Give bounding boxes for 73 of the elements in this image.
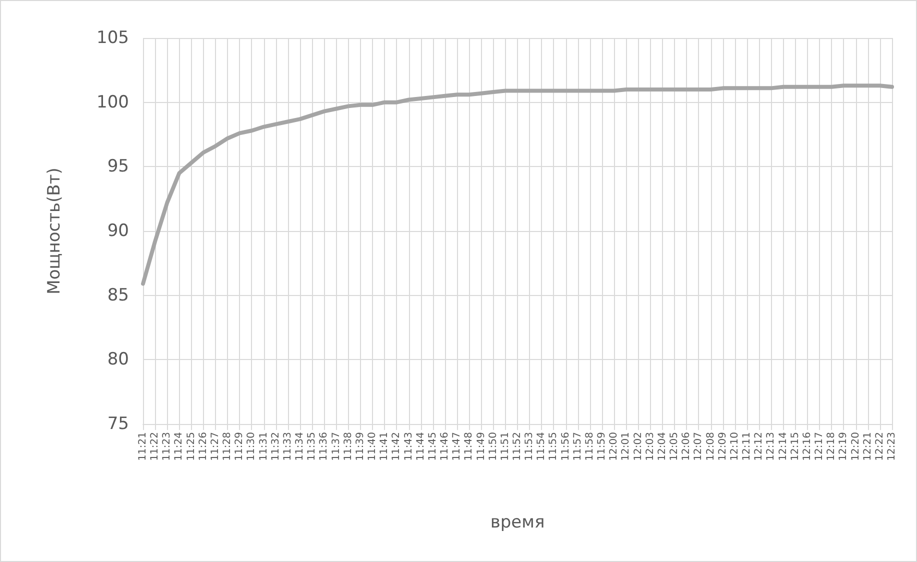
x-tick-label: 11:39 — [354, 432, 366, 461]
x-tick-label: 11:49 — [476, 432, 487, 461]
x-tick-label: 11:40 — [367, 432, 378, 461]
y-tick-label: 90 — [107, 221, 129, 241]
x-tick-label: 11:48 — [464, 432, 475, 461]
x-tick-label: 11:46 — [440, 432, 451, 461]
x-tick-label: 11:53 — [524, 432, 536, 461]
x-tick-label: 12:05 — [669, 432, 680, 461]
x-tick-label: 12:00 — [608, 432, 620, 461]
x-tick-label: 11:31 — [258, 432, 270, 461]
x-tick-label: 11:29 — [234, 432, 246, 461]
x-tick-label: 12:19 — [838, 432, 850, 461]
x-tick-label: 12:11 — [742, 432, 753, 461]
x-tick-label: 11:27 — [210, 432, 221, 461]
x-tick-label: 12:20 — [850, 432, 862, 461]
x-tick-label: 11:35 — [306, 432, 318, 461]
x-tick-label: 11:51 — [500, 432, 511, 461]
x-tick-label: 11:25 — [186, 432, 197, 461]
x-tick-label: 12:02 — [632, 432, 644, 461]
x-tick-label: 11:38 — [342, 432, 354, 461]
x-tick-label: 11:42 — [391, 432, 402, 461]
x-tick-label: 11:28 — [222, 432, 234, 461]
x-tick-label: 11:50 — [488, 432, 499, 461]
x-tick-label: 11:56 — [560, 432, 572, 461]
x-tick-label: 11:57 — [572, 432, 584, 461]
y-tick-label: 80 — [107, 350, 129, 370]
x-tick-label: 11:24 — [174, 432, 185, 461]
x-tick-label: 12:22 — [874, 432, 886, 461]
x-tick-label: 11:32 — [270, 432, 282, 461]
x-tick-label: 11:26 — [198, 432, 209, 461]
x-tick-label: 11:41 — [379, 432, 390, 461]
x-tick-label: 11:54 — [536, 432, 548, 461]
y-tick-label: 100 — [96, 92, 129, 112]
x-tick-label: 12:03 — [644, 432, 656, 461]
x-tick-label: 12:15 — [790, 432, 801, 461]
x-tick-label: 11:34 — [294, 432, 306, 461]
x-tick-label: 11:37 — [330, 432, 342, 461]
x-tick-label: 11:23 — [162, 432, 173, 461]
x-tick-label: 12:23 — [886, 432, 898, 461]
x-tick-label: 11:22 — [150, 432, 161, 461]
x-tick-label: 12:17 — [814, 432, 826, 461]
x-tick-label: 11:55 — [548, 432, 560, 461]
y-tick-label: 85 — [107, 285, 129, 306]
x-tick-label: 12:12 — [754, 432, 765, 461]
x-tick-label: 11:44 — [415, 432, 426, 461]
x-tick-label: 11:43 — [403, 432, 414, 461]
x-tick-label: 12:09 — [717, 432, 728, 461]
x-tick-label: 12:08 — [705, 432, 716, 461]
x-tick-label: 11:21 — [138, 432, 148, 461]
x-tick-label: 12:13 — [766, 432, 777, 461]
x-tick-label: 12:06 — [681, 432, 692, 461]
y-tick-label: 75 — [107, 414, 129, 434]
x-tick-label: 11:30 — [246, 432, 258, 461]
x-tick-label: 12:04 — [656, 432, 668, 461]
x-tick-label: 12:07 — [693, 432, 704, 461]
x-tick-label: 12:14 — [778, 432, 789, 461]
x-tick-label: 12:16 — [802, 432, 813, 461]
x-tick-label: 11:36 — [318, 432, 330, 461]
x-axis-title: время — [490, 512, 545, 532]
x-tick-label: 11:45 — [427, 432, 438, 461]
line-series — [141, 84, 894, 286]
y-tick-label: 105 — [96, 28, 129, 48]
x-tick-label: 12:10 — [729, 432, 740, 461]
y-axis-title: Мощность(Вт) — [44, 168, 64, 294]
x-tick-label: 12:21 — [862, 432, 874, 461]
x-tick-label: 11:59 — [596, 432, 608, 461]
x-tick-label: 12:18 — [826, 432, 838, 461]
x-tick-label: 11:47 — [452, 432, 463, 461]
x-tick-label: 12:01 — [620, 432, 632, 461]
x-tick-label: 11:52 — [512, 432, 523, 461]
x-tick-label: 11:58 — [584, 432, 596, 461]
x-tick-label: 11:33 — [282, 432, 294, 461]
y-tick-label: 95 — [107, 156, 129, 177]
